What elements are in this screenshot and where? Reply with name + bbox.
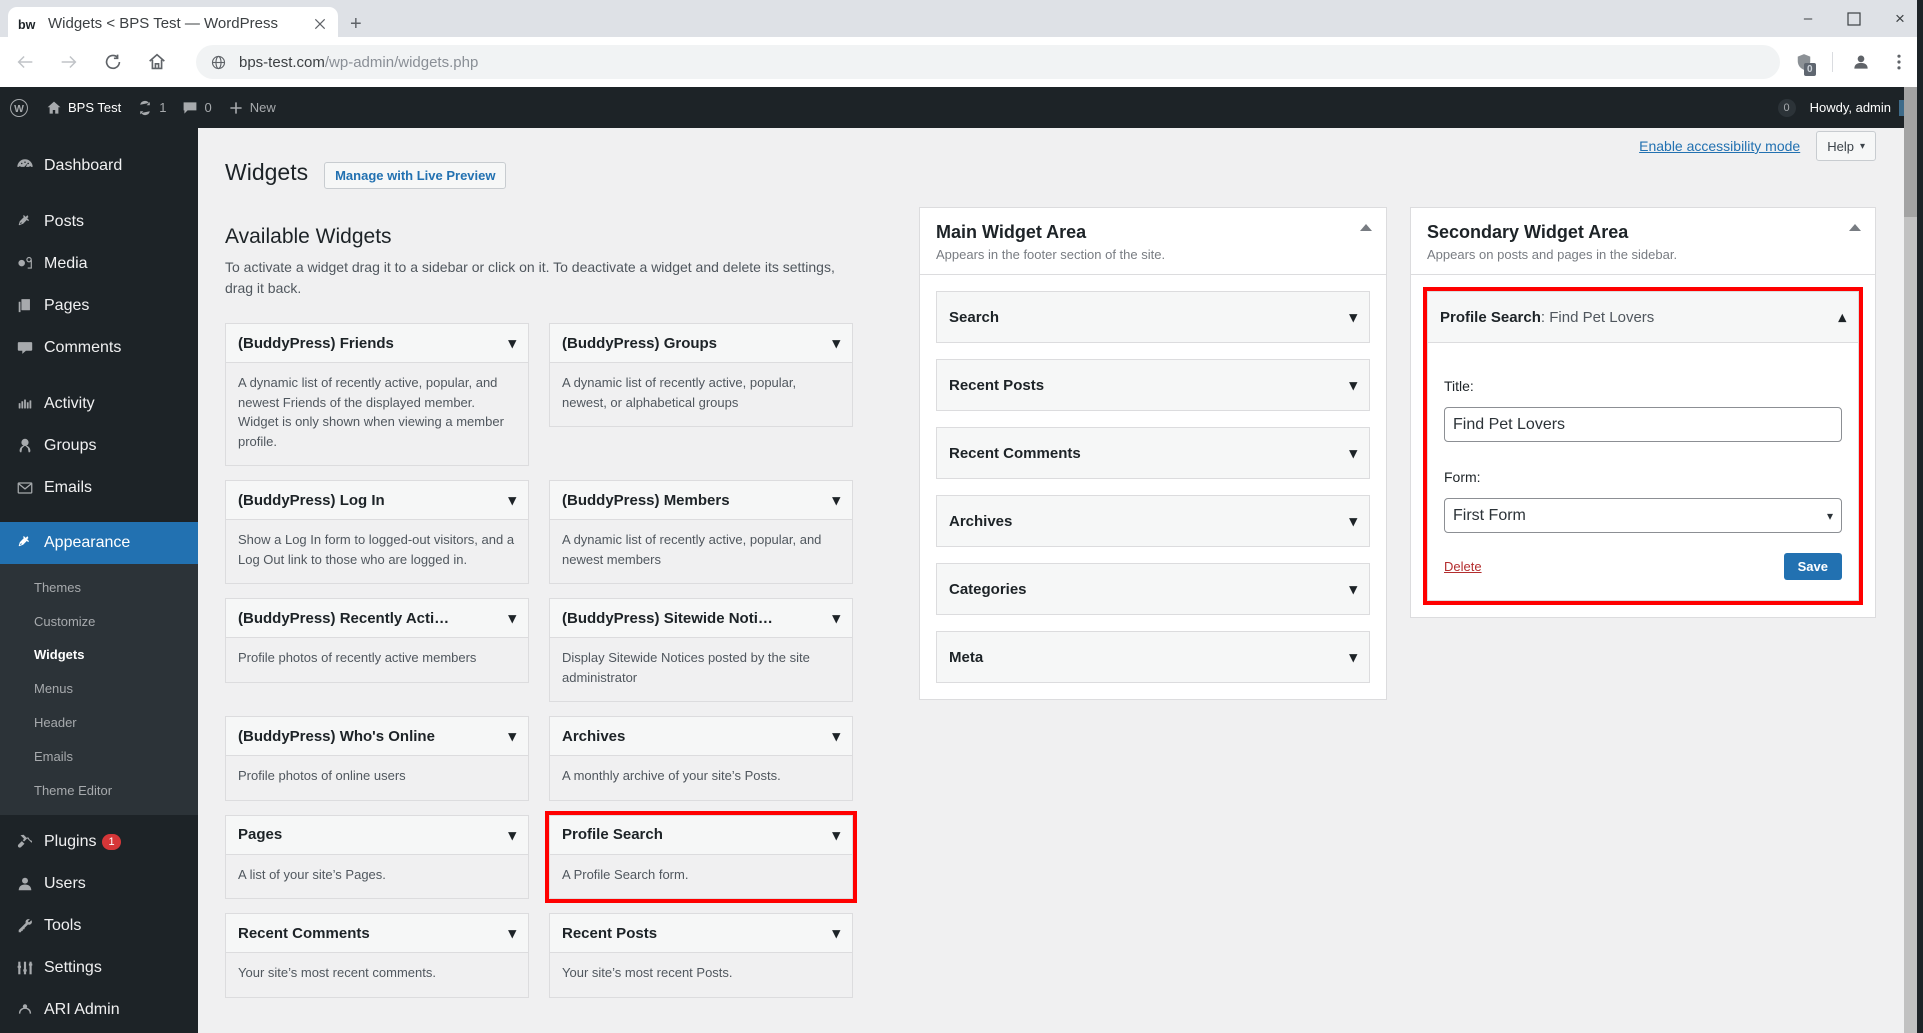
svg-text:bw: bw [18,18,36,32]
svg-text:W: W [14,104,24,115]
